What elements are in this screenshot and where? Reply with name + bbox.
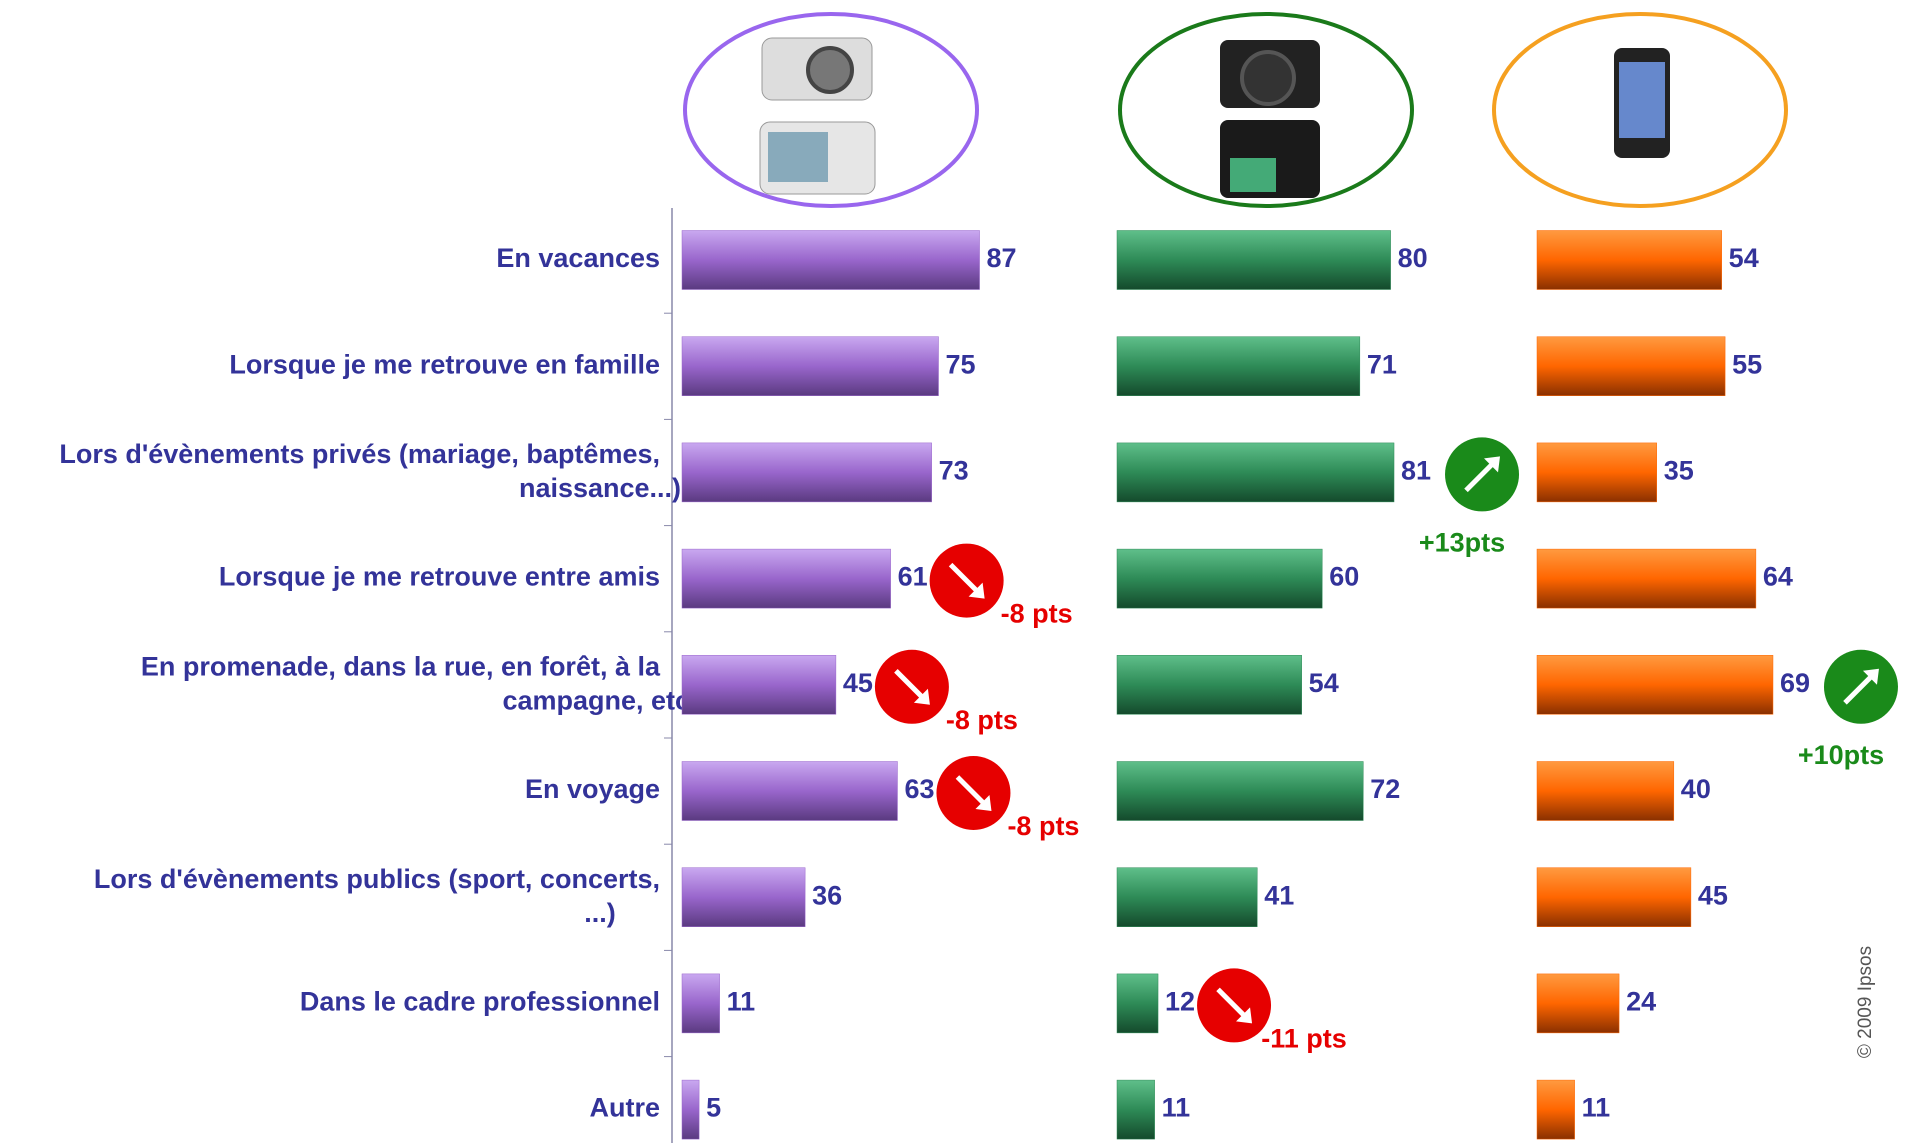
value-label: 11	[727, 987, 756, 1017]
copyright: © 2009 Ipsos	[1855, 946, 1876, 1058]
value-label: 11	[1582, 1093, 1611, 1123]
value-label: 63	[904, 774, 934, 804]
value-label: 5	[706, 1093, 721, 1123]
value-label: 40	[1681, 774, 1711, 804]
bar	[1116, 442, 1395, 503]
value-label: 75	[946, 349, 976, 379]
value-label: 36	[812, 880, 842, 910]
trend-arrow-head	[1236, 1007, 1253, 1024]
bar	[681, 973, 720, 1034]
trend-arrow-head	[913, 688, 930, 705]
bar	[1116, 336, 1361, 396]
bar	[681, 336, 939, 396]
value-label: 71	[1367, 349, 1397, 379]
category-label: Autre	[589, 1093, 660, 1123]
category-label: En voyage	[525, 774, 660, 804]
bar	[1536, 973, 1620, 1034]
value-label: 24	[1626, 987, 1656, 1017]
trend-label: +13pts	[1419, 528, 1505, 558]
value-label: 35	[1664, 456, 1694, 486]
value-label: 73	[939, 456, 969, 486]
bar	[1536, 336, 1726, 396]
category-label: Lors d'évènements publics (sport, concer…	[94, 864, 660, 928]
bar	[681, 548, 891, 609]
trend-label: +10pts	[1798, 740, 1884, 770]
value-label: 41	[1264, 880, 1294, 910]
icon-oval	[1492, 12, 1788, 208]
bar	[681, 1079, 700, 1140]
bar	[1536, 548, 1757, 609]
bar	[681, 867, 806, 927]
category-label: Lorsque je me retrouve entre amis	[219, 562, 660, 592]
bar	[681, 655, 837, 715]
value-label: 11	[1162, 1093, 1191, 1123]
trend-arrow-head	[1862, 668, 1879, 685]
value-label: 54	[1729, 243, 1759, 273]
value-label: 87	[987, 243, 1017, 273]
value-label: 45	[843, 668, 873, 698]
category-label: Dans le cadre professionnel	[300, 987, 660, 1017]
category-label-line: ...)	[584, 898, 616, 928]
value-label: 54	[1309, 668, 1339, 698]
category-label-line: naissance...)	[519, 473, 681, 503]
value-label: 72	[1370, 774, 1400, 804]
category-label-line: En promenade, dans la rue, en forêt, à l…	[141, 652, 661, 682]
bar	[1116, 761, 1364, 821]
category-label: En promenade, dans la rue, en forêt, à l…	[141, 652, 698, 716]
value-label: 64	[1763, 562, 1793, 592]
trend-arrow-head	[1484, 456, 1501, 473]
copyright-group: © 2009 Ipsos	[1855, 946, 1876, 1058]
value-label: 45	[1698, 880, 1728, 910]
value-label: 81	[1401, 456, 1431, 486]
bar	[1536, 442, 1657, 503]
icon-oval	[1118, 12, 1414, 208]
bar	[1116, 1079, 1155, 1140]
trend-label: -8 pts	[1007, 811, 1079, 841]
bar	[1116, 548, 1323, 609]
bar	[1116, 867, 1258, 927]
bar	[681, 761, 898, 821]
bar	[1116, 655, 1302, 715]
bar	[1116, 230, 1391, 290]
bar	[1536, 230, 1722, 290]
bar	[1536, 761, 1675, 821]
value-label: 60	[1329, 562, 1359, 592]
value-label: 80	[1398, 243, 1428, 273]
value-label: 12	[1165, 987, 1195, 1017]
trend-label: -11 pts	[1261, 1024, 1347, 1054]
trend-arrow-head	[975, 795, 992, 811]
bar	[1536, 867, 1692, 927]
icons	[759, 37, 1670, 198]
icon-oval	[683, 12, 979, 208]
trend-label: -8 pts	[946, 705, 1018, 735]
bar	[1536, 655, 1774, 715]
category-label-line: campagne, etc.	[502, 685, 697, 715]
category-label: Lors d'évènements privés (mariage, baptê…	[59, 439, 681, 503]
bar	[681, 230, 980, 290]
value-label: 69	[1780, 668, 1810, 698]
bar	[681, 442, 932, 503]
value-label: 61	[898, 562, 928, 592]
category-label: En vacances	[496, 243, 660, 273]
value-label: 55	[1732, 349, 1762, 379]
category-label-line: Lors d'évènements publics (sport, concer…	[94, 864, 660, 894]
bar	[1536, 1079, 1575, 1140]
bar	[1116, 973, 1159, 1034]
category-label-line: Lors d'évènements privés (mariage, baptê…	[59, 439, 660, 469]
category-label: Lorsque je me retrouve en famille	[229, 349, 660, 379]
trend-arrow-head	[968, 582, 985, 599]
trend-label: -8 pts	[1001, 599, 1073, 629]
